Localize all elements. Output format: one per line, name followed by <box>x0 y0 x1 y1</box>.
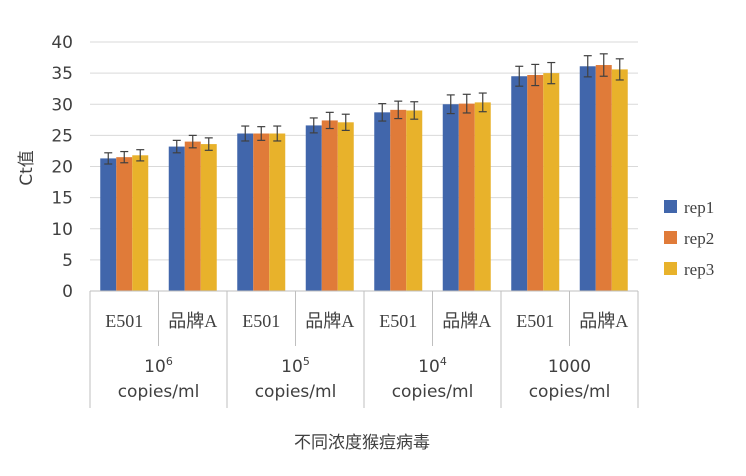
group-concentration: 105 <box>281 355 310 377</box>
bar-rep2 <box>595 65 612 291</box>
bar-rep1 <box>100 158 117 291</box>
legend-swatch-rep2 <box>664 231 677 244</box>
bar-rep3 <box>200 144 217 291</box>
legend-swatch-rep1 <box>664 200 677 213</box>
concentration-base: 10 <box>418 357 440 377</box>
concentration-exponent: 4 <box>440 355 447 368</box>
group-unit: copies/ml <box>255 382 337 402</box>
group-concentration: 106 <box>144 355 173 377</box>
category-label: 品牌A <box>579 311 628 331</box>
y-tick-labels: 0 5 10 15 20 25 30 35 40 <box>51 33 73 302</box>
bar-rep3 <box>337 122 354 292</box>
bars <box>100 65 628 292</box>
y-tick-label: 5 <box>62 251 73 271</box>
y-tick-label: 15 <box>51 189 73 209</box>
bar-rep2 <box>321 120 338 291</box>
concentration-base: 10 <box>281 357 303 377</box>
bar-rep1 <box>374 112 391 291</box>
category-label: E501 <box>516 311 554 331</box>
category-label: E501 <box>242 311 280 331</box>
y-tick-label: 0 <box>62 282 73 302</box>
bar-rep2 <box>116 157 133 291</box>
category-labels: E501 品牌A E501 品牌A E501 品牌A E501 品牌A <box>105 311 628 331</box>
concentration-base: 10 <box>144 357 166 377</box>
bar-rep3 <box>406 110 423 291</box>
y-tick-label: 30 <box>51 95 73 115</box>
bar-rep1 <box>511 76 528 291</box>
y-tick-label: 35 <box>51 64 73 84</box>
bar-rep1 <box>305 125 322 291</box>
category-label: 品牌A <box>168 311 217 331</box>
legend-label: rep2 <box>684 229 714 248</box>
legend-swatch-rep3 <box>664 262 677 275</box>
bar-rep3 <box>543 73 560 291</box>
group-concentration: 1000 <box>548 357 591 377</box>
group-unit: copies/ml <box>118 382 200 402</box>
bar-rep2 <box>253 133 270 291</box>
concentration-exponent: 6 <box>166 355 173 368</box>
x-axis-label: 不同浓度猴痘病毒 <box>294 433 430 453</box>
category-label: 品牌A <box>305 311 354 331</box>
group-unit: copies/ml <box>392 382 474 402</box>
group-unit: copies/ml <box>529 382 611 402</box>
group-concentration: 104 <box>418 355 447 377</box>
legend-label: rep3 <box>684 260 714 279</box>
bar-rep3 <box>611 69 628 291</box>
y-tick-label: 40 <box>51 33 73 53</box>
bar-rep1 <box>168 146 185 291</box>
legend-label: rep1 <box>684 198 714 217</box>
bar-rep2 <box>184 141 201 291</box>
legend: rep1 rep2 rep3 <box>664 198 714 279</box>
category-label: E501 <box>379 311 417 331</box>
bar-rep3 <box>269 133 286 291</box>
bar-rep2 <box>390 109 407 291</box>
group-labels: 106copies/ml105copies/ml104copies/ml1000… <box>118 355 611 402</box>
y-tick-label: 25 <box>51 126 73 146</box>
y-tick-label: 10 <box>51 220 73 240</box>
y-axis-label: Ct值 <box>17 150 37 186</box>
concentration-exponent: 5 <box>303 355 310 368</box>
error-bars <box>104 53 624 165</box>
bar-rep1 <box>579 66 596 291</box>
bar-rep2 <box>527 74 544 292</box>
bar-rep3 <box>474 102 491 291</box>
axes <box>89 290 639 408</box>
bar-rep2 <box>458 103 475 291</box>
bar-rep1 <box>237 133 254 291</box>
bar-rep3 <box>132 155 149 291</box>
bar-rep1 <box>442 104 459 291</box>
concentration-base: 1000 <box>548 357 591 377</box>
category-label: E501 <box>105 311 143 331</box>
y-tick-label: 20 <box>51 158 73 178</box>
category-label: 品牌A <box>442 311 491 331</box>
